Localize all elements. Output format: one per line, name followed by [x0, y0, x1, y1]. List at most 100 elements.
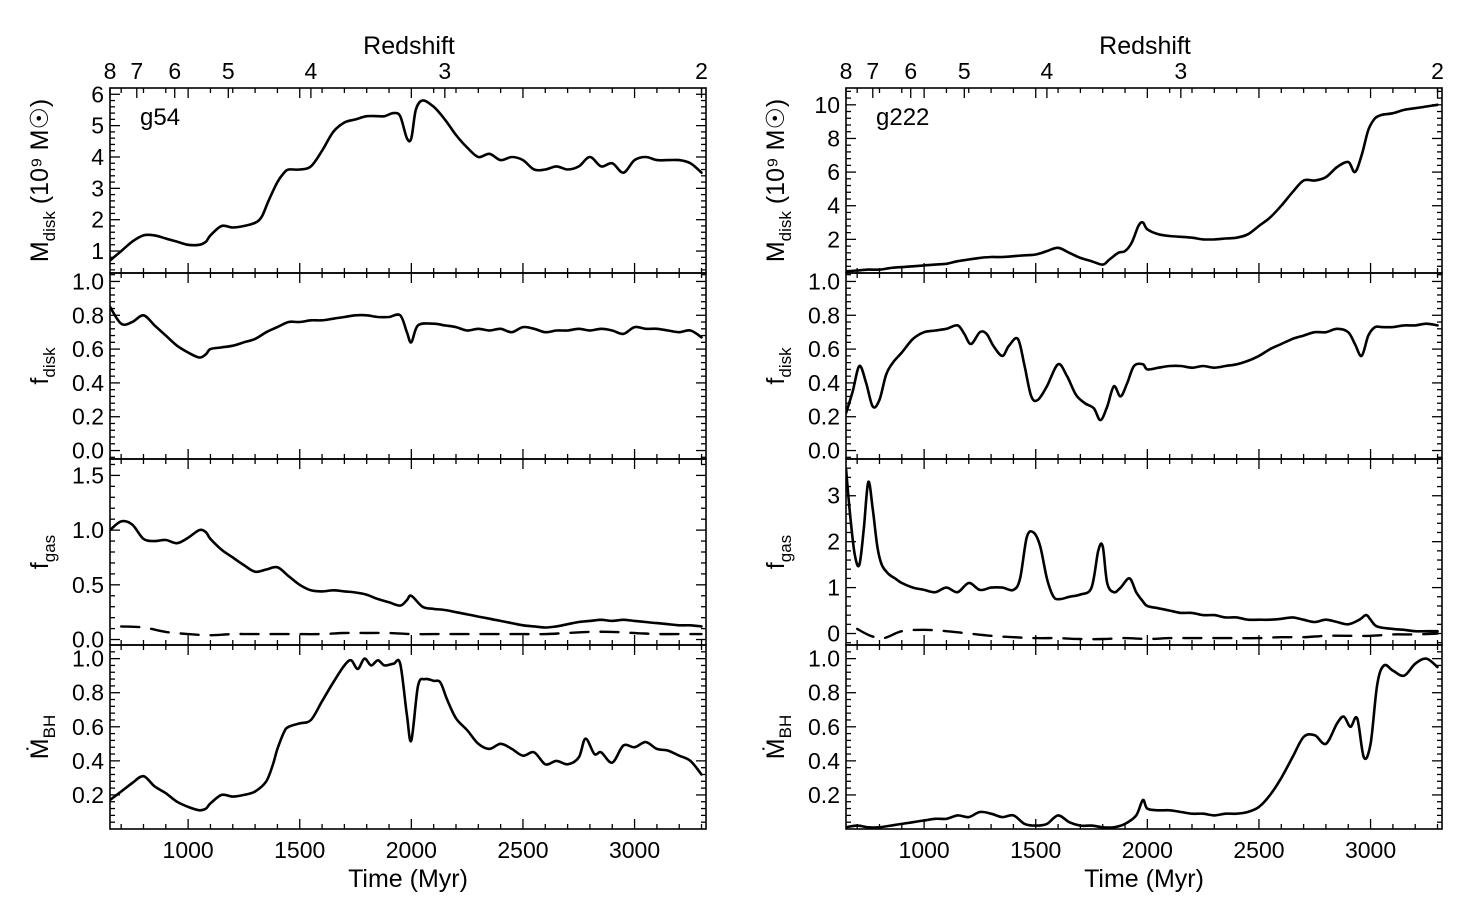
y-axis-title: fdisk [762, 347, 795, 385]
panel-frame [845, 644, 1443, 830]
series-line [846, 466, 1439, 633]
x-tick-label: 2000 [1122, 837, 1173, 863]
panel-1: 1 2 3 4 5 6 Mdisk (10⁹ M☉) g54 [26, 81, 707, 274]
y-tick-label: 1.0 [72, 646, 104, 672]
redshift-tick-label: 5 [958, 58, 971, 84]
redshift-tick-label: 4 [305, 58, 318, 84]
y-axis-title: fgas [762, 535, 795, 569]
y-tick-label: 1.0 [808, 646, 840, 672]
y-tick-label: 4 [91, 144, 104, 170]
redshift-tick-label: 5 [222, 58, 235, 84]
panel-frame [845, 458, 1443, 646]
y-tick-label: 2 [827, 529, 840, 555]
redshift-tick-label: 7 [130, 58, 143, 84]
y-tick-label: 6 [91, 81, 104, 107]
y-tick-label: 1.0 [72, 268, 104, 294]
x-tick-label: 2000 [386, 837, 437, 863]
y-tick-label: 1.0 [808, 268, 840, 294]
y-tick-label: 0.4 [808, 748, 840, 774]
y-tick-label: 0.2 [72, 782, 104, 808]
redshift-tick-label: 8 [104, 58, 117, 84]
y-tick-label: 8 [827, 125, 840, 151]
series-line [110, 657, 703, 812]
redshift-tick-label: 6 [168, 58, 181, 84]
series-line [110, 519, 703, 629]
redshift-tick-label: 2 [1431, 58, 1444, 84]
y-tick-label: 0.8 [808, 680, 840, 706]
y-axis-title: Mdisk (10⁹ M☉) [762, 99, 795, 262]
y-axis-title: fgas [26, 535, 59, 569]
y-tick-label: 0.4 [808, 370, 840, 396]
y-tick-label: 0.6 [72, 714, 104, 740]
x-tick-label: 3000 [609, 837, 660, 863]
panel-frame [109, 458, 707, 646]
y-axis-title: ṀBH [761, 715, 795, 759]
y-tick-label: 0.4 [72, 370, 104, 396]
x-tick-label: 1000 [163, 837, 214, 863]
x-tick-label: 2500 [497, 837, 548, 863]
y-tick-label: 0.0 [808, 438, 840, 464]
chart-g54: Redshift 8 7 6 5 4 3 2 1 2 3 4 5 6 Mdisk (10⁹ M☉) g54 0.… [25, 32, 708, 893]
y-tick-label: 1 [827, 575, 840, 601]
redshift-tick-label: 7 [866, 58, 879, 84]
y-tick-label: 0.6 [808, 714, 840, 740]
galaxy-label: g54 [140, 104, 180, 131]
y-tick-label: 0.8 [808, 302, 840, 328]
y-tick-label: 0.0 [72, 438, 104, 464]
y-tick-label: 3 [827, 483, 840, 509]
panel-3: 0.0 0.5 1.0 1.5 fgas [26, 458, 707, 653]
galaxy-label: g222 [876, 104, 929, 131]
y-tick-label: 1.5 [72, 462, 104, 488]
redshift-tick-label: 6 [904, 58, 917, 84]
y-tick-label: 0.8 [72, 680, 104, 706]
y-tick-label: 0.6 [72, 336, 104, 362]
y-tick-label: 0.2 [808, 782, 840, 808]
x-tick-label: 2500 [1233, 837, 1284, 863]
panel-4: 0.2 0.4 0.6 0.8 1.0 ṀBH [25, 644, 707, 830]
series-line [846, 322, 1439, 422]
y-tick-label: 2 [827, 226, 840, 252]
redshift-tick-label: 3 [438, 58, 451, 84]
series-line-dashed [120, 625, 703, 637]
panel-2: 0.0 0.2 0.4 0.6 0.8 1.0 fdisk [26, 268, 707, 464]
panel-frame [109, 272, 707, 460]
redshift-tick-label: 3 [1174, 58, 1187, 84]
redshift-tick-label: 2 [695, 58, 708, 84]
panel-2: 0.0 0.2 0.4 0.6 0.8 1.0 fdisk [762, 268, 1443, 464]
y-tick-label: 0.8 [72, 302, 104, 328]
redshift-axis-title: Redshift [363, 32, 455, 60]
panel-1: 2 4 6 8 10 Mdisk (10⁹ M☉) g222 [762, 87, 1443, 274]
y-tick-label: 3 [91, 175, 104, 201]
series-line [846, 657, 1439, 829]
y-tick-label: 0.2 [808, 404, 840, 430]
y-tick-label: 10 [814, 92, 840, 118]
y-tick-label: 2 [91, 207, 104, 233]
series-line [110, 99, 703, 262]
x-tick-label: 1000 [899, 837, 950, 863]
y-tick-label: 0 [827, 621, 840, 647]
redshift-tick-label: 4 [1041, 58, 1054, 84]
series-line [846, 103, 1439, 273]
y-tick-label: 4 [827, 193, 840, 219]
series-line-dashed [856, 627, 1439, 641]
y-tick-label: 1 [91, 238, 104, 264]
y-tick-label: 0.4 [72, 748, 104, 774]
panel-3: 0 1 2 3 fgas [762, 458, 1443, 647]
x-tick-label: 1500 [1010, 837, 1061, 863]
y-axis-title: ṀBH [25, 715, 59, 759]
panel-frame [845, 87, 1443, 274]
y-tick-label: 0.0 [72, 627, 104, 653]
x-axis-title: Time (Myr) [1084, 865, 1204, 893]
series-line [110, 305, 703, 359]
y-tick-label: 0.2 [72, 404, 104, 430]
y-tick-label: 0.5 [72, 572, 104, 598]
y-tick-label: 5 [91, 113, 104, 139]
y-tick-label: 1.0 [72, 517, 104, 543]
redshift-axis-title: Redshift [1099, 32, 1191, 60]
x-axis-title: Time (Myr) [348, 865, 468, 893]
panel-frame [109, 644, 707, 830]
y-axis-title: Mdisk (10⁹ M☉) [26, 99, 59, 262]
redshift-tick-label: 8 [840, 58, 853, 84]
